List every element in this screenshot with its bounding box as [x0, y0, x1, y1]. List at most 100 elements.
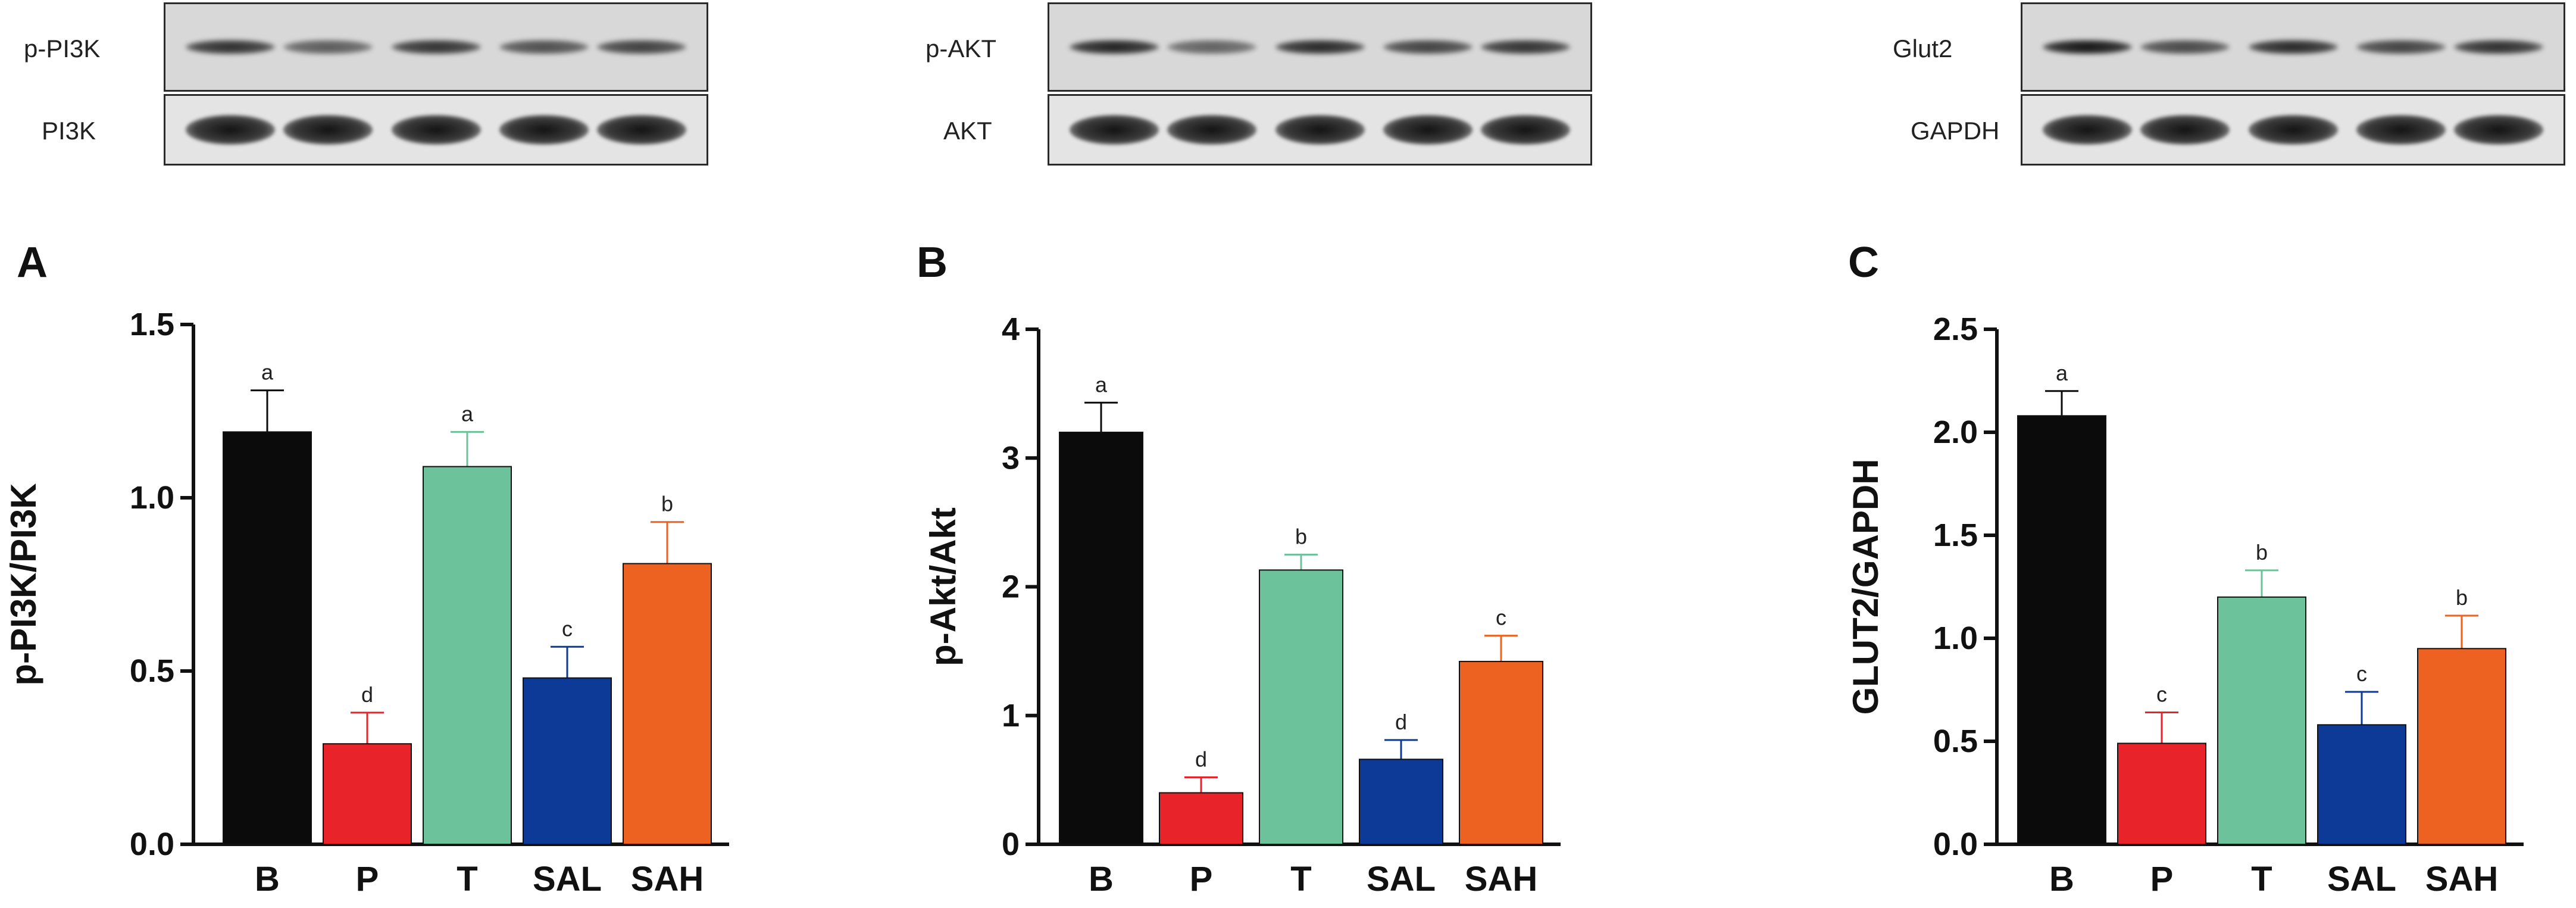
- blot-band: [1070, 40, 1159, 54]
- bar: [623, 563, 712, 845]
- bar: [2217, 596, 2306, 845]
- blot-label-bottom: AKT: [943, 117, 992, 145]
- blot-band: [1275, 40, 1365, 54]
- y-tick-label: 1.5: [130, 307, 174, 342]
- blot-band: [2140, 115, 2230, 145]
- blot-band: [2248, 115, 2338, 145]
- blot-label-top: Glut2: [1893, 35, 1953, 63]
- significance-letter: c: [1496, 606, 1506, 630]
- blot-band: [2043, 40, 2133, 54]
- panel-letter-b: B: [917, 239, 948, 286]
- bar: [2017, 415, 2106, 845]
- x-tick-label: SAH: [2425, 860, 2498, 898]
- x-tick-label: P: [2150, 860, 2174, 898]
- blot-band: [1383, 40, 1473, 54]
- bar: [1059, 432, 1143, 845]
- significance-letter: c: [2156, 682, 2167, 707]
- significance-letter: a: [261, 360, 274, 385]
- y-tick-label: 1.0: [130, 480, 174, 516]
- y-tick-label: 3: [1002, 440, 1020, 476]
- y-tick-label: 4: [1002, 311, 1020, 347]
- significance-letter: b: [2256, 540, 2268, 564]
- blot-band: [2453, 115, 2543, 145]
- bar: [323, 743, 412, 845]
- blot-band: [283, 115, 373, 145]
- bar: [2317, 724, 2406, 845]
- significance-letter: a: [1095, 372, 1108, 397]
- blot-band: [499, 115, 589, 145]
- bar: [423, 466, 512, 845]
- x-tick-label: SAL: [1367, 860, 1436, 898]
- y-tick-label: 0.0: [130, 826, 174, 862]
- y-tick-label: 2: [1002, 569, 1020, 605]
- significance-letter: d: [361, 682, 373, 707]
- blot-band: [1275, 115, 1365, 145]
- y-tick-label: 1: [1002, 698, 1020, 734]
- significance-letter: d: [1395, 710, 1407, 734]
- blot-row-phospho: [2021, 2, 2565, 92]
- x-tick-label: P: [356, 860, 379, 898]
- significance-letter: b: [1295, 524, 1307, 548]
- blot-band: [186, 115, 276, 145]
- blot-band: [2043, 115, 2133, 145]
- bar: [2417, 648, 2506, 845]
- significance-letter: d: [1195, 747, 1207, 772]
- x-tick-label: SAL: [533, 860, 602, 898]
- blot-band: [1070, 115, 1159, 145]
- blot-label-bottom: PI3K: [42, 117, 96, 145]
- blot-band: [1383, 115, 1473, 145]
- blot-band: [2356, 115, 2446, 145]
- blot-band: [391, 115, 481, 145]
- blot-band: [1167, 40, 1256, 54]
- blot-band: [2356, 40, 2446, 54]
- bar: [1459, 660, 1543, 845]
- bar: [2117, 742, 2206, 845]
- blot-band: [1480, 115, 1570, 145]
- x-tick-label: P: [1190, 860, 1213, 898]
- blot-band: [499, 40, 589, 54]
- blot-label-bottom: GAPDH: [1911, 117, 2000, 145]
- bar: [1259, 569, 1343, 845]
- blot-label-top: p-PI3K: [24, 35, 101, 63]
- blot-row-total: [164, 94, 708, 166]
- y-tick-label: 1.5: [1933, 517, 1978, 553]
- y-tick-label: 0: [1002, 826, 1020, 862]
- significance-letter: c: [562, 616, 573, 641]
- x-tick-label: B: [1089, 860, 1114, 898]
- x-tick-label: SAL: [2327, 860, 2396, 898]
- panel-letter-a: A: [17, 239, 48, 286]
- x-tick-label: T: [2251, 860, 2272, 898]
- blot-row-total: [2021, 94, 2565, 166]
- blot-band: [391, 40, 481, 54]
- significance-letter: b: [661, 492, 673, 516]
- y-tick-label: 0.5: [130, 653, 174, 689]
- blot-band: [1480, 40, 1570, 54]
- x-tick-label: B: [255, 860, 280, 898]
- blot-row-phospho: [164, 2, 708, 92]
- x-tick-label: B: [2049, 860, 2074, 898]
- y-tick-label: 0.0: [1933, 826, 1978, 862]
- x-tick-label: SAH: [631, 860, 704, 898]
- blot-band: [2248, 40, 2338, 54]
- bar: [523, 677, 612, 845]
- blot-band: [596, 40, 686, 54]
- blot-band: [2453, 40, 2543, 54]
- blot-band: [1167, 115, 1256, 145]
- y-axis-label: GLUT2/GAPDH: [1846, 458, 1886, 714]
- y-tick-label: 0.5: [1933, 723, 1978, 759]
- bar: [223, 431, 312, 845]
- significance-letter: a: [2056, 361, 2068, 385]
- significance-letter: b: [2456, 585, 2468, 610]
- y-axis-label: p-Akt/Akt: [923, 507, 963, 666]
- panel-letter-c: C: [1848, 239, 1879, 286]
- y-tick-label: 2.0: [1933, 414, 1978, 450]
- y-axis-label: p-PI3K/PI3K: [4, 483, 43, 685]
- blot-band: [283, 40, 373, 54]
- x-tick-label: T: [457, 860, 477, 898]
- blot-band: [596, 115, 686, 145]
- x-tick-label: SAH: [1465, 860, 1537, 898]
- significance-letter: c: [2356, 662, 2367, 686]
- significance-letter: a: [461, 401, 474, 426]
- blot-band: [2140, 40, 2230, 54]
